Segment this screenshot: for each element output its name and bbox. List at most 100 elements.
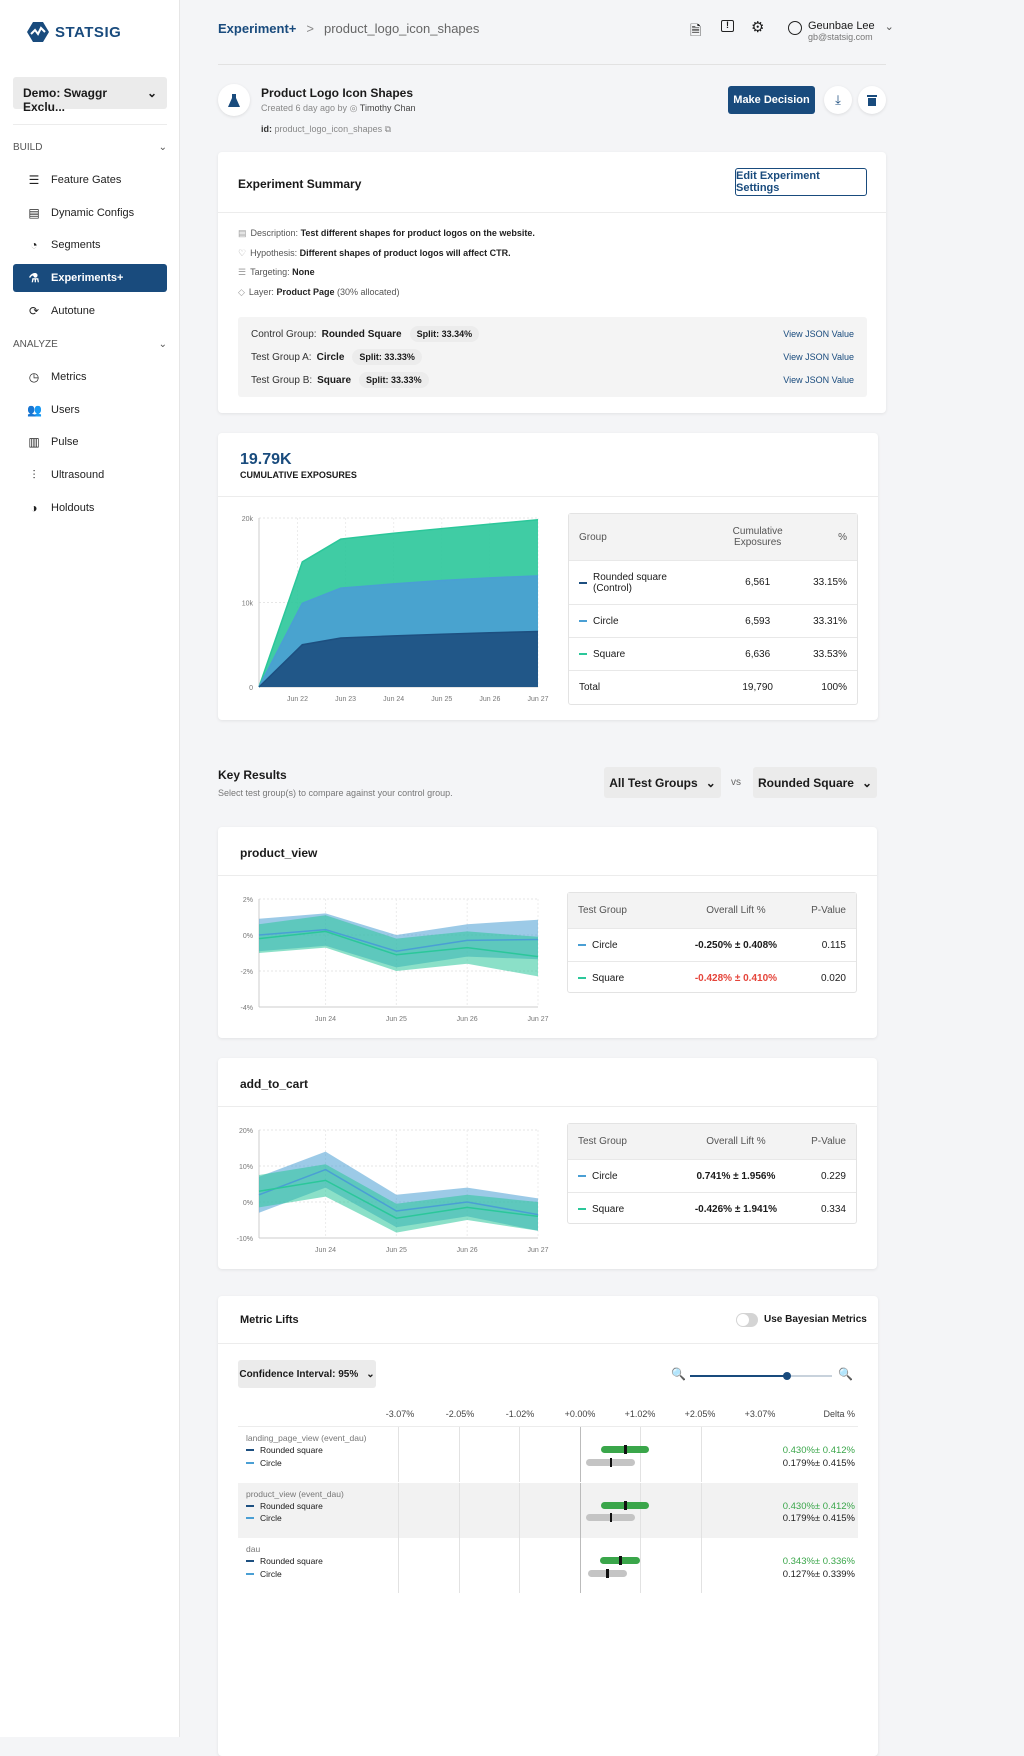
y-tick-label: 0 bbox=[249, 685, 253, 692]
zoom-slider[interactable] bbox=[690, 1372, 832, 1380]
x-tick-label: Jun 27 bbox=[527, 696, 548, 703]
gridline bbox=[579, 1482, 581, 1538]
legend-swatch bbox=[578, 943, 586, 946]
sidebar-item-autotune[interactable]: ⟳ Autotune bbox=[13, 297, 167, 325]
summary-field: ◇ Layer: Product Page (30% allocated) bbox=[238, 287, 400, 298]
legend-swatch bbox=[579, 620, 587, 622]
point-estimate-marker bbox=[609, 1457, 612, 1467]
make-decision-button[interactable]: Make Decision bbox=[728, 86, 815, 114]
docs-icon[interactable]: 🗎 bbox=[690, 22, 702, 38]
sidebar-item-label: Holdouts bbox=[51, 501, 95, 514]
view-json-link[interactable]: View JSON Value bbox=[783, 329, 854, 339]
sidebar-item-experiments[interactable]: ⚗ Experiments+ bbox=[13, 264, 167, 293]
sidebar-item-label: Experiments+ bbox=[51, 272, 124, 285]
sidebar-item-feature-gates[interactable]: ☰ Feature Gates bbox=[13, 166, 167, 194]
line-circle bbox=[258, 1168, 539, 1216]
sidebar-item-dynamic-configs[interactable]: ▤ Dynamic Configs bbox=[13, 199, 167, 227]
feedback-icon[interactable]: ! bbox=[721, 20, 734, 32]
breadcrumb-separator: > bbox=[306, 21, 314, 36]
bayesian-toggle[interactable] bbox=[736, 1313, 758, 1327]
y-tick-label: 2% bbox=[243, 897, 253, 904]
line-square bbox=[258, 930, 539, 958]
statsig-logo[interactable]: STATSIG bbox=[27, 22, 121, 42]
gridline bbox=[579, 1538, 581, 1593]
build-label: BUILD bbox=[13, 142, 43, 153]
test-group-select[interactable]: All Test Groups ⌄ bbox=[604, 767, 721, 798]
ci-bar[interactable] bbox=[600, 1556, 640, 1565]
zoom-in-icon[interactable]: 🔍 bbox=[838, 1367, 853, 1381]
line-circle bbox=[258, 928, 539, 952]
delete-icon[interactable] bbox=[858, 86, 886, 114]
group-label: Rounded square bbox=[246, 1445, 323, 1455]
col-header-exposures: Cumulative Exposures bbox=[732, 526, 783, 548]
ci-bar[interactable] bbox=[586, 1457, 635, 1467]
y-tick-label: 0% bbox=[243, 1200, 253, 1207]
legend-swatch bbox=[246, 1449, 254, 1451]
exposures-label: CUMULATIVE EXPOSURES bbox=[240, 470, 357, 480]
author-name[interactable]: Timothy Chan bbox=[359, 103, 416, 113]
sidebar-item-pulse[interactable]: ▥ Pulse bbox=[13, 428, 167, 456]
x-tick-label: Jun 26 bbox=[457, 1247, 478, 1254]
build-section-toggle[interactable]: BUILD ⌄ bbox=[13, 142, 167, 153]
created-text: Created 6 day ago by bbox=[261, 103, 348, 113]
copy-icon[interactable]: ⧉ bbox=[384, 124, 392, 134]
metric-name: add_to_cart bbox=[240, 1077, 309, 1091]
sidebar-item-label: Segments bbox=[51, 239, 101, 252]
ci-bar[interactable] bbox=[601, 1500, 650, 1510]
table-row: Square -0.426% ± 1.941% 0.334 bbox=[568, 1192, 856, 1225]
group-name: Circle bbox=[260, 1513, 282, 1523]
download-icon[interactable]: ⤓ bbox=[824, 86, 852, 114]
sidebar-item-users[interactable]: 👥 Users bbox=[13, 396, 167, 424]
x-tick-label: Jun 24 bbox=[315, 1247, 336, 1254]
sidebar-item-holdouts[interactable]: ◑ Holdouts bbox=[13, 494, 167, 522]
analyze-section-toggle[interactable]: ANALYZE ⌄ bbox=[13, 339, 167, 350]
y-tick-label: 20k bbox=[242, 516, 254, 523]
p-value: 0.334 bbox=[820, 1203, 846, 1215]
col-header: Overall Lift % bbox=[706, 1136, 766, 1147]
sidebar-item-segments[interactable]: ◔ Segments bbox=[13, 231, 167, 259]
add_to_cart-lift-chart: -10% 0% 10% 20% Jun 24 Jun 25 Jun 26 Jun 27 bbox=[237, 1128, 549, 1254]
sidebar-item-ultrasound[interactable]: ⫶ Ultrasound bbox=[13, 461, 167, 489]
field-label: Layer: bbox=[248, 286, 274, 297]
table-row: Circle -0.250% ± 0.408% 0.115 bbox=[568, 928, 856, 961]
document-icon: ▤ bbox=[238, 228, 247, 238]
group-cell: Square bbox=[578, 973, 683, 984]
confidence-interval-select[interactable]: Confidence Interval: 95% ⌄ bbox=[238, 1360, 376, 1388]
breadcrumb-root[interactable]: Experiment+ bbox=[218, 21, 297, 36]
group-name: Rounded square bbox=[260, 1500, 323, 1511]
point-estimate-marker bbox=[609, 1513, 612, 1522]
view-json-link[interactable]: View JSON Value bbox=[783, 352, 854, 362]
axis-tick-label: +2.05% bbox=[684, 1409, 716, 1419]
point-estimate-marker bbox=[624, 1445, 627, 1454]
x-tick-label: Jun 27 bbox=[527, 1016, 548, 1023]
sidebar-item-metrics[interactable]: ◷ Metrics bbox=[13, 363, 167, 391]
field-label: Hypothesis: bbox=[250, 247, 298, 258]
legend-swatch bbox=[246, 1517, 254, 1519]
view-json-link[interactable]: View JSON Value bbox=[783, 375, 854, 385]
zoom-out-icon[interactable]: 🔍 bbox=[671, 1367, 686, 1381]
gridline bbox=[640, 1538, 641, 1593]
exposure-value: 6,593 bbox=[745, 615, 771, 627]
project-selector[interactable]: Demo: Swaggr Exclu... ⌄ bbox=[13, 77, 167, 114]
y-tick-label: -2% bbox=[241, 969, 253, 976]
split-badge: Split: 33.34% bbox=[409, 326, 480, 342]
gridline bbox=[700, 1482, 702, 1538]
experiment-title: Product Logo Icon Shapes bbox=[261, 86, 414, 100]
analyze-label: ANALYZE bbox=[13, 339, 58, 350]
autotune-icon: ⟳ bbox=[28, 303, 40, 318]
gear-icon[interactable]: ⚙ bbox=[751, 19, 765, 36]
ci-bar[interactable] bbox=[601, 1445, 650, 1454]
user-menu[interactable]: Geunbae Lee gb@statsig.com ⌄ bbox=[788, 20, 894, 42]
pct-value: 33.15% bbox=[813, 577, 847, 588]
edit-experiment-settings-button[interactable]: Edit Experiment Settings bbox=[735, 168, 867, 196]
user-avatar-icon bbox=[788, 21, 802, 35]
ci-bar[interactable] bbox=[587, 1568, 628, 1578]
gridline bbox=[458, 1538, 460, 1593]
group-label: Test Group A: bbox=[251, 351, 312, 363]
legend-swatch bbox=[579, 653, 587, 655]
group-label: Rounded square bbox=[246, 1501, 323, 1511]
group-name: Circle bbox=[592, 1170, 618, 1182]
ci-bar[interactable] bbox=[586, 1513, 635, 1522]
control-group-select[interactable]: Rounded Square ⌄ bbox=[753, 767, 877, 798]
breadcrumb-current: product_logo_icon_shapes bbox=[324, 21, 480, 36]
